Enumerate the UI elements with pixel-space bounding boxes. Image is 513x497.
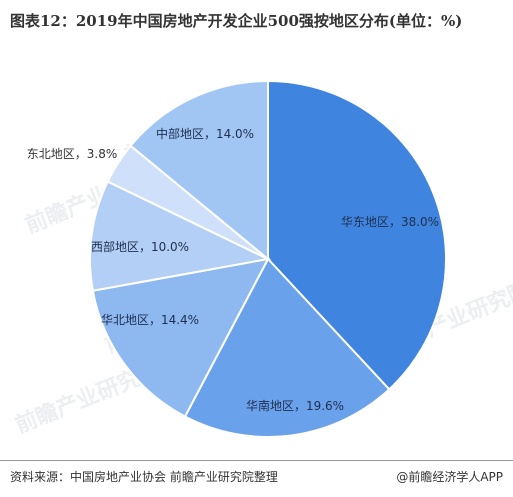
pie-slice-6 xyxy=(129,79,269,262)
footer-divider xyxy=(0,460,513,461)
chart-title: 图表12：2019年中国房地产开发企业500强按地区分布(单位：%) xyxy=(10,12,463,30)
pie-slice-1 xyxy=(267,79,447,391)
slice-label-2: 华南地区，19.6% xyxy=(246,398,344,413)
brand-credit: @前瞻经济学人APP xyxy=(396,470,503,484)
pie-slice-2 xyxy=(183,257,391,438)
source-note: 资料来源：中国房地产业协会 前瞻产业研究院整理 xyxy=(10,470,278,484)
pie-chart: 华东地区，38.0% 华南地区，19.6% 华北地区，14.4% 西部地区，10.0%… xyxy=(27,79,447,438)
slice-label-1: 华东地区，38.0% xyxy=(341,215,439,229)
pie-slice-3 xyxy=(91,257,270,418)
pie-slice-4 xyxy=(89,180,272,292)
slice-label-4: 西部地区，10.0% xyxy=(91,239,189,254)
slice-label-5: 东北地区，3.8% xyxy=(27,147,118,161)
slice-label-3: 华北地区，14.4% xyxy=(101,313,199,327)
slice-label-6: 中部地区，14.0% xyxy=(156,126,254,141)
